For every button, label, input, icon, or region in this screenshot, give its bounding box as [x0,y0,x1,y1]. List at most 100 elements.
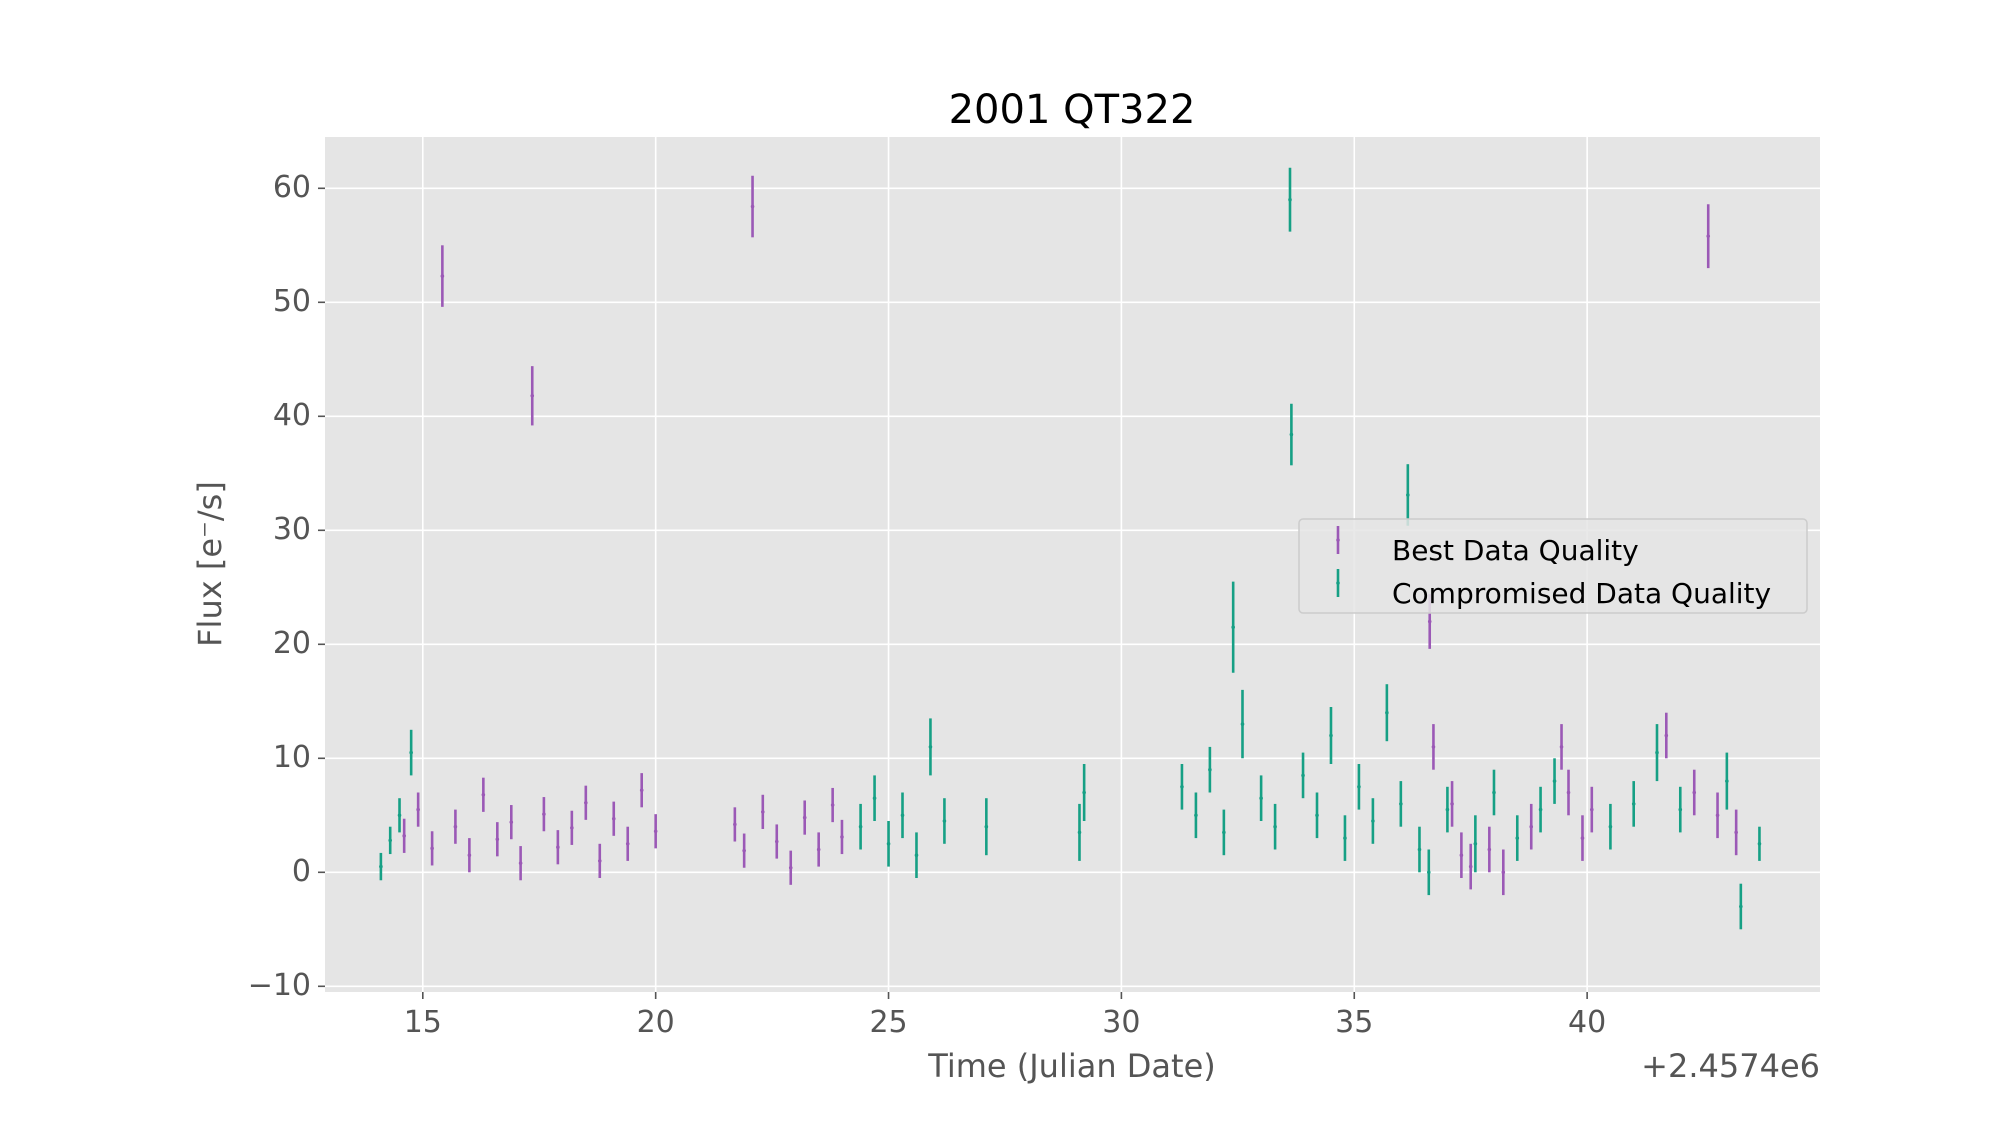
data-point [1329,733,1333,738]
data-point [914,853,919,857]
y-tick-label: 10 [273,740,311,775]
data-point [1559,745,1564,749]
data-point [1529,824,1534,829]
data-point [584,800,588,805]
data-point [402,834,406,838]
data-point [1757,842,1762,846]
data-point [774,839,779,844]
data-point [625,842,630,846]
data-point [1406,493,1410,497]
x-tick-label: 20 [637,1005,675,1040]
data-point [1664,733,1669,738]
data-point [928,745,933,749]
y-tick-label: 50 [273,284,311,319]
data-point [802,815,807,820]
data-point [1678,807,1683,812]
data-point [416,807,420,812]
data-point [1077,830,1082,835]
data-point [570,826,574,830]
data-point [1501,870,1506,875]
data-point [984,824,989,829]
data-point [611,816,616,821]
data-point [1315,813,1319,818]
data-point [750,204,755,209]
data-point [840,835,844,839]
legend-marker-compromised [1336,569,1340,597]
data-point [1231,625,1235,629]
data-point [509,820,514,824]
data-point [1715,813,1720,818]
data-point [379,864,383,869]
data-point [467,853,472,857]
data-point [830,803,835,807]
data-point [1180,785,1184,789]
data-point [388,838,393,843]
y-tick-label: 0 [292,854,311,889]
data-point [1194,813,1198,818]
data-point [1273,824,1277,829]
data-point [481,792,486,797]
x-axis-offset-label: +2.4574e6 [1641,1047,1820,1085]
data-point [1706,234,1711,238]
data-point [639,788,644,793]
data-point [1208,767,1212,772]
x-axis-label: Time (Julian Date) [927,1047,1216,1085]
data-point [530,393,535,398]
legend-marker-dot [1336,538,1340,542]
data-point [1566,790,1571,795]
data-point [886,842,891,846]
data-point [1417,847,1422,852]
data-point [1431,745,1436,749]
x-tick-label: 30 [1102,1005,1140,1040]
series-0 [402,175,1738,896]
data-point [942,819,947,823]
legend-marker-dot [1336,581,1340,585]
data-point [653,829,658,834]
data-point [1427,619,1432,624]
data-point [1371,819,1375,823]
data-point [1082,790,1086,795]
data-point [1538,807,1543,812]
data-point [1289,432,1294,437]
chart-title: 2001 QT322 [949,87,1196,133]
y-tick-label: 40 [273,398,311,433]
legend-marker-best [1336,526,1340,554]
data-point [1515,836,1520,840]
data-point [1468,864,1473,869]
data-point [733,822,737,827]
y-tick-label: 20 [273,626,311,661]
data-point [1385,710,1389,715]
data-point [1631,802,1636,806]
data-point [1692,790,1697,795]
data-point [397,813,402,818]
data-point [1426,870,1431,875]
x-tick-label: 15 [404,1005,442,1040]
data-point [430,846,434,851]
data-point [495,837,500,842]
data-point [1552,779,1557,783]
data-point [556,845,560,850]
data-point [1301,773,1305,778]
data-point [1739,904,1743,909]
data-point [409,750,413,755]
data-point [816,847,821,852]
data-point [1487,847,1492,852]
y-tick-label: 30 [273,512,311,547]
y-tick-label: 60 [273,170,311,205]
y-axis-ticks: −10 0 10 20 30 40 50 60 [248,170,325,1003]
legend-box [1298,518,1808,614]
data-point [1655,750,1659,755]
data-point [597,859,602,863]
data-point [1459,853,1464,857]
x-tick-label: 35 [1335,1005,1373,1040]
data-point [518,861,523,865]
data-point [1589,807,1594,812]
data-point [1288,197,1292,202]
data-point [453,824,458,829]
data-point [1725,779,1729,783]
data-point [1450,802,1454,806]
y-axis-label: Flux [e⁻/s] [191,481,229,647]
data-point [440,274,445,278]
data-point [900,813,905,818]
